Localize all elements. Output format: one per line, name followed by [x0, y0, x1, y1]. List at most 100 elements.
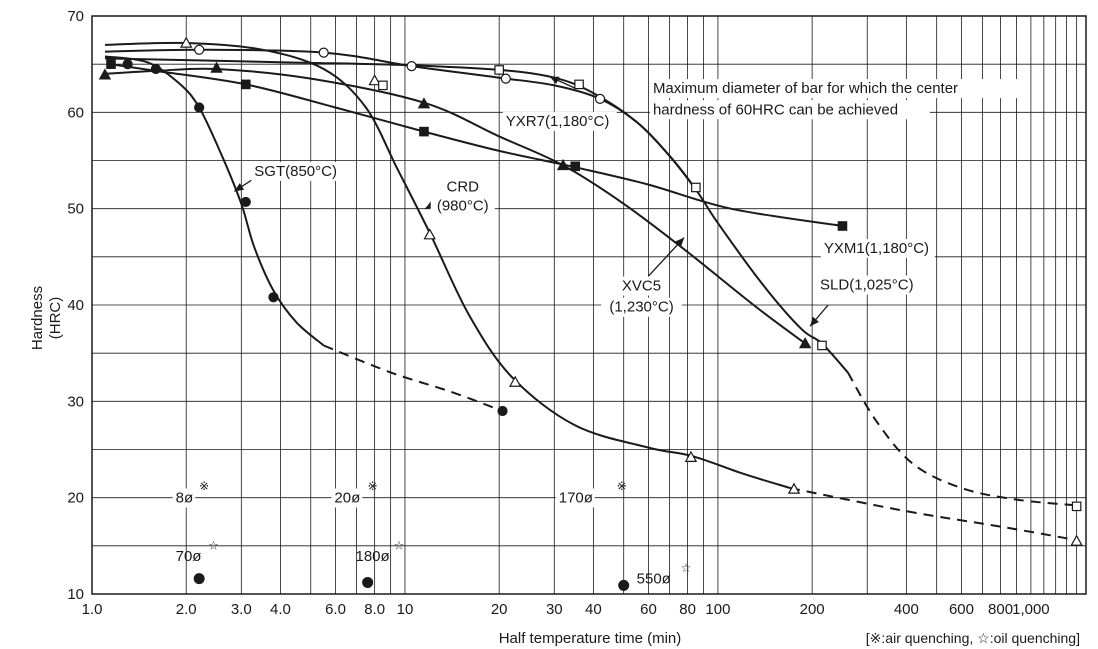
series-5-marker [574, 79, 584, 90]
label-170-dia-bg [555, 488, 595, 508]
label-max-diameter-1-bg [649, 79, 1022, 99]
label-crd-temp: (980°C) [437, 198, 489, 215]
tick-labels: 1.0 2.0 3.0 4.0 6.0 8.0 10 20 30 40 60 80 100 200 400 6… [67, 8, 1049, 618]
y-tick-label: 60 [67, 104, 84, 121]
series-5-marker [378, 80, 388, 91]
x-tick-label: 800 [988, 601, 1013, 618]
series-0-marker [268, 292, 279, 303]
label-crd-bg [447, 177, 479, 197]
arrow-sld-head [810, 316, 819, 327]
series-3-marker [210, 61, 223, 73]
series-0-marker [240, 196, 251, 208]
air-mark-170: ※ [617, 479, 627, 493]
series-1-marker [368, 74, 381, 86]
x-tick-label: 20 [491, 601, 508, 618]
series-5-marker [817, 340, 827, 351]
y-tick-label: 10 [67, 586, 84, 603]
y-tick-label: 50 [67, 201, 84, 218]
oil-mark-550: ☆ [681, 561, 692, 575]
x-tick-label: 1,000 [1012, 601, 1050, 618]
x-tick-label: 30 [546, 601, 563, 618]
arrow-xvc5-head [675, 237, 685, 247]
air-mark-8: ※ [199, 479, 209, 493]
oil-quench-point [193, 573, 205, 585]
oil-quench-point [618, 579, 630, 591]
label-sld: SLD(1,025°C) [820, 277, 914, 294]
quench-footnote: [※:air quenching, ☆:oil quenching] [866, 630, 1080, 646]
x-tick-label: 400 [894, 601, 919, 618]
label-xvc5: XVC5 [622, 278, 661, 295]
x-tick-label: 80 [679, 601, 696, 618]
series-0-marker [497, 405, 508, 417]
series-2-marker [594, 93, 606, 104]
series-4-curve [110, 63, 843, 227]
label-yxr7-bg [502, 111, 617, 131]
x-tick-label: 40 [585, 601, 602, 618]
series-1-marker [1070, 534, 1083, 546]
series-1-extrapolation [789, 487, 1077, 542]
series-2-marker [194, 44, 205, 55]
x-tick-label: 2.0 [176, 601, 197, 618]
series-5-marker [691, 182, 701, 193]
x-tick-label: 60 [640, 601, 657, 618]
x-tick-label: 600 [949, 601, 974, 618]
label-crd-temp-bg [430, 196, 495, 216]
label-xvc5-temp: (1,230°C) [609, 299, 673, 316]
y-tick-label: 30 [67, 393, 84, 410]
label-sld-bg [817, 275, 923, 295]
x-tick-label: 6.0 [325, 601, 346, 618]
label-max-diameter-1: Maximum diameter of bar for which the ce… [653, 80, 958, 97]
label-20-dia-bg [331, 488, 363, 508]
label-sgt: SGT(850°C) [254, 163, 337, 180]
series-1-marker [508, 375, 522, 387]
label-8-dia: 8ø [176, 489, 194, 506]
series-3-marker [798, 337, 812, 349]
series-2-marker [318, 47, 329, 58]
annotation-arrows [233, 76, 829, 327]
series-0-marker [194, 102, 205, 113]
series-1-marker [684, 450, 698, 462]
y-tick-label: 40 [67, 297, 84, 314]
oil-quench-point [362, 576, 374, 588]
air-mark-20: ※ [368, 479, 378, 493]
series-5-curve [104, 57, 849, 374]
oil-mark-70: ☆ [208, 539, 219, 553]
y-tick-label: 20 [67, 490, 84, 507]
label-yxm1-bg [820, 238, 935, 258]
label-70-dia: 70ø [176, 548, 202, 565]
label-yxr7: YXR7(1,180°C) [506, 113, 610, 130]
series-1-marker [423, 228, 436, 240]
arrow-sgt-head [234, 183, 245, 192]
y-axis-label-line1: Hardness [29, 286, 46, 350]
x-axis-label: Half temperature time (min) [499, 630, 682, 647]
series-3-marker [556, 158, 570, 171]
label-max-diameter-2-bg [649, 100, 930, 120]
x-tick-label: 100 [705, 601, 730, 618]
y-axis-label-line2: (HRC) [47, 297, 64, 340]
x-tick-label: 3.0 [231, 601, 252, 618]
y-tick-label: 70 [67, 8, 84, 25]
series-5-extrapolation [846, 371, 1077, 507]
series-4-marker [570, 161, 581, 172]
series-1-marker [179, 36, 193, 48]
series-4-marker [837, 221, 848, 231]
series-2-marker [406, 60, 417, 72]
series-0-marker [122, 59, 133, 70]
x-tick-label: 4.0 [270, 601, 291, 618]
series-3-marker [98, 68, 112, 80]
label-sgt-bg [251, 161, 341, 181]
x-tick-label: 200 [800, 601, 825, 618]
annotations: SGT(850°C) CRD (980°C) YXR7(1,180°C) Maximum… [172, 79, 1022, 587]
label-8-dia-bg [172, 488, 196, 508]
label-xvc5-temp-bg [601, 297, 682, 317]
series-4-marker [106, 59, 116, 69]
series-5-marker [494, 65, 504, 75]
label-max-diameter-2: hardness of 60HRC can be achieved [653, 101, 898, 118]
arrow-yxr7-head [549, 76, 560, 85]
label-550-dia: 550ø [637, 570, 671, 587]
x-tick-label: 10 [397, 601, 414, 618]
series-4-marker [240, 79, 251, 90]
data-markers [98, 36, 1083, 591]
oil-mark-180: ☆ [394, 539, 405, 553]
